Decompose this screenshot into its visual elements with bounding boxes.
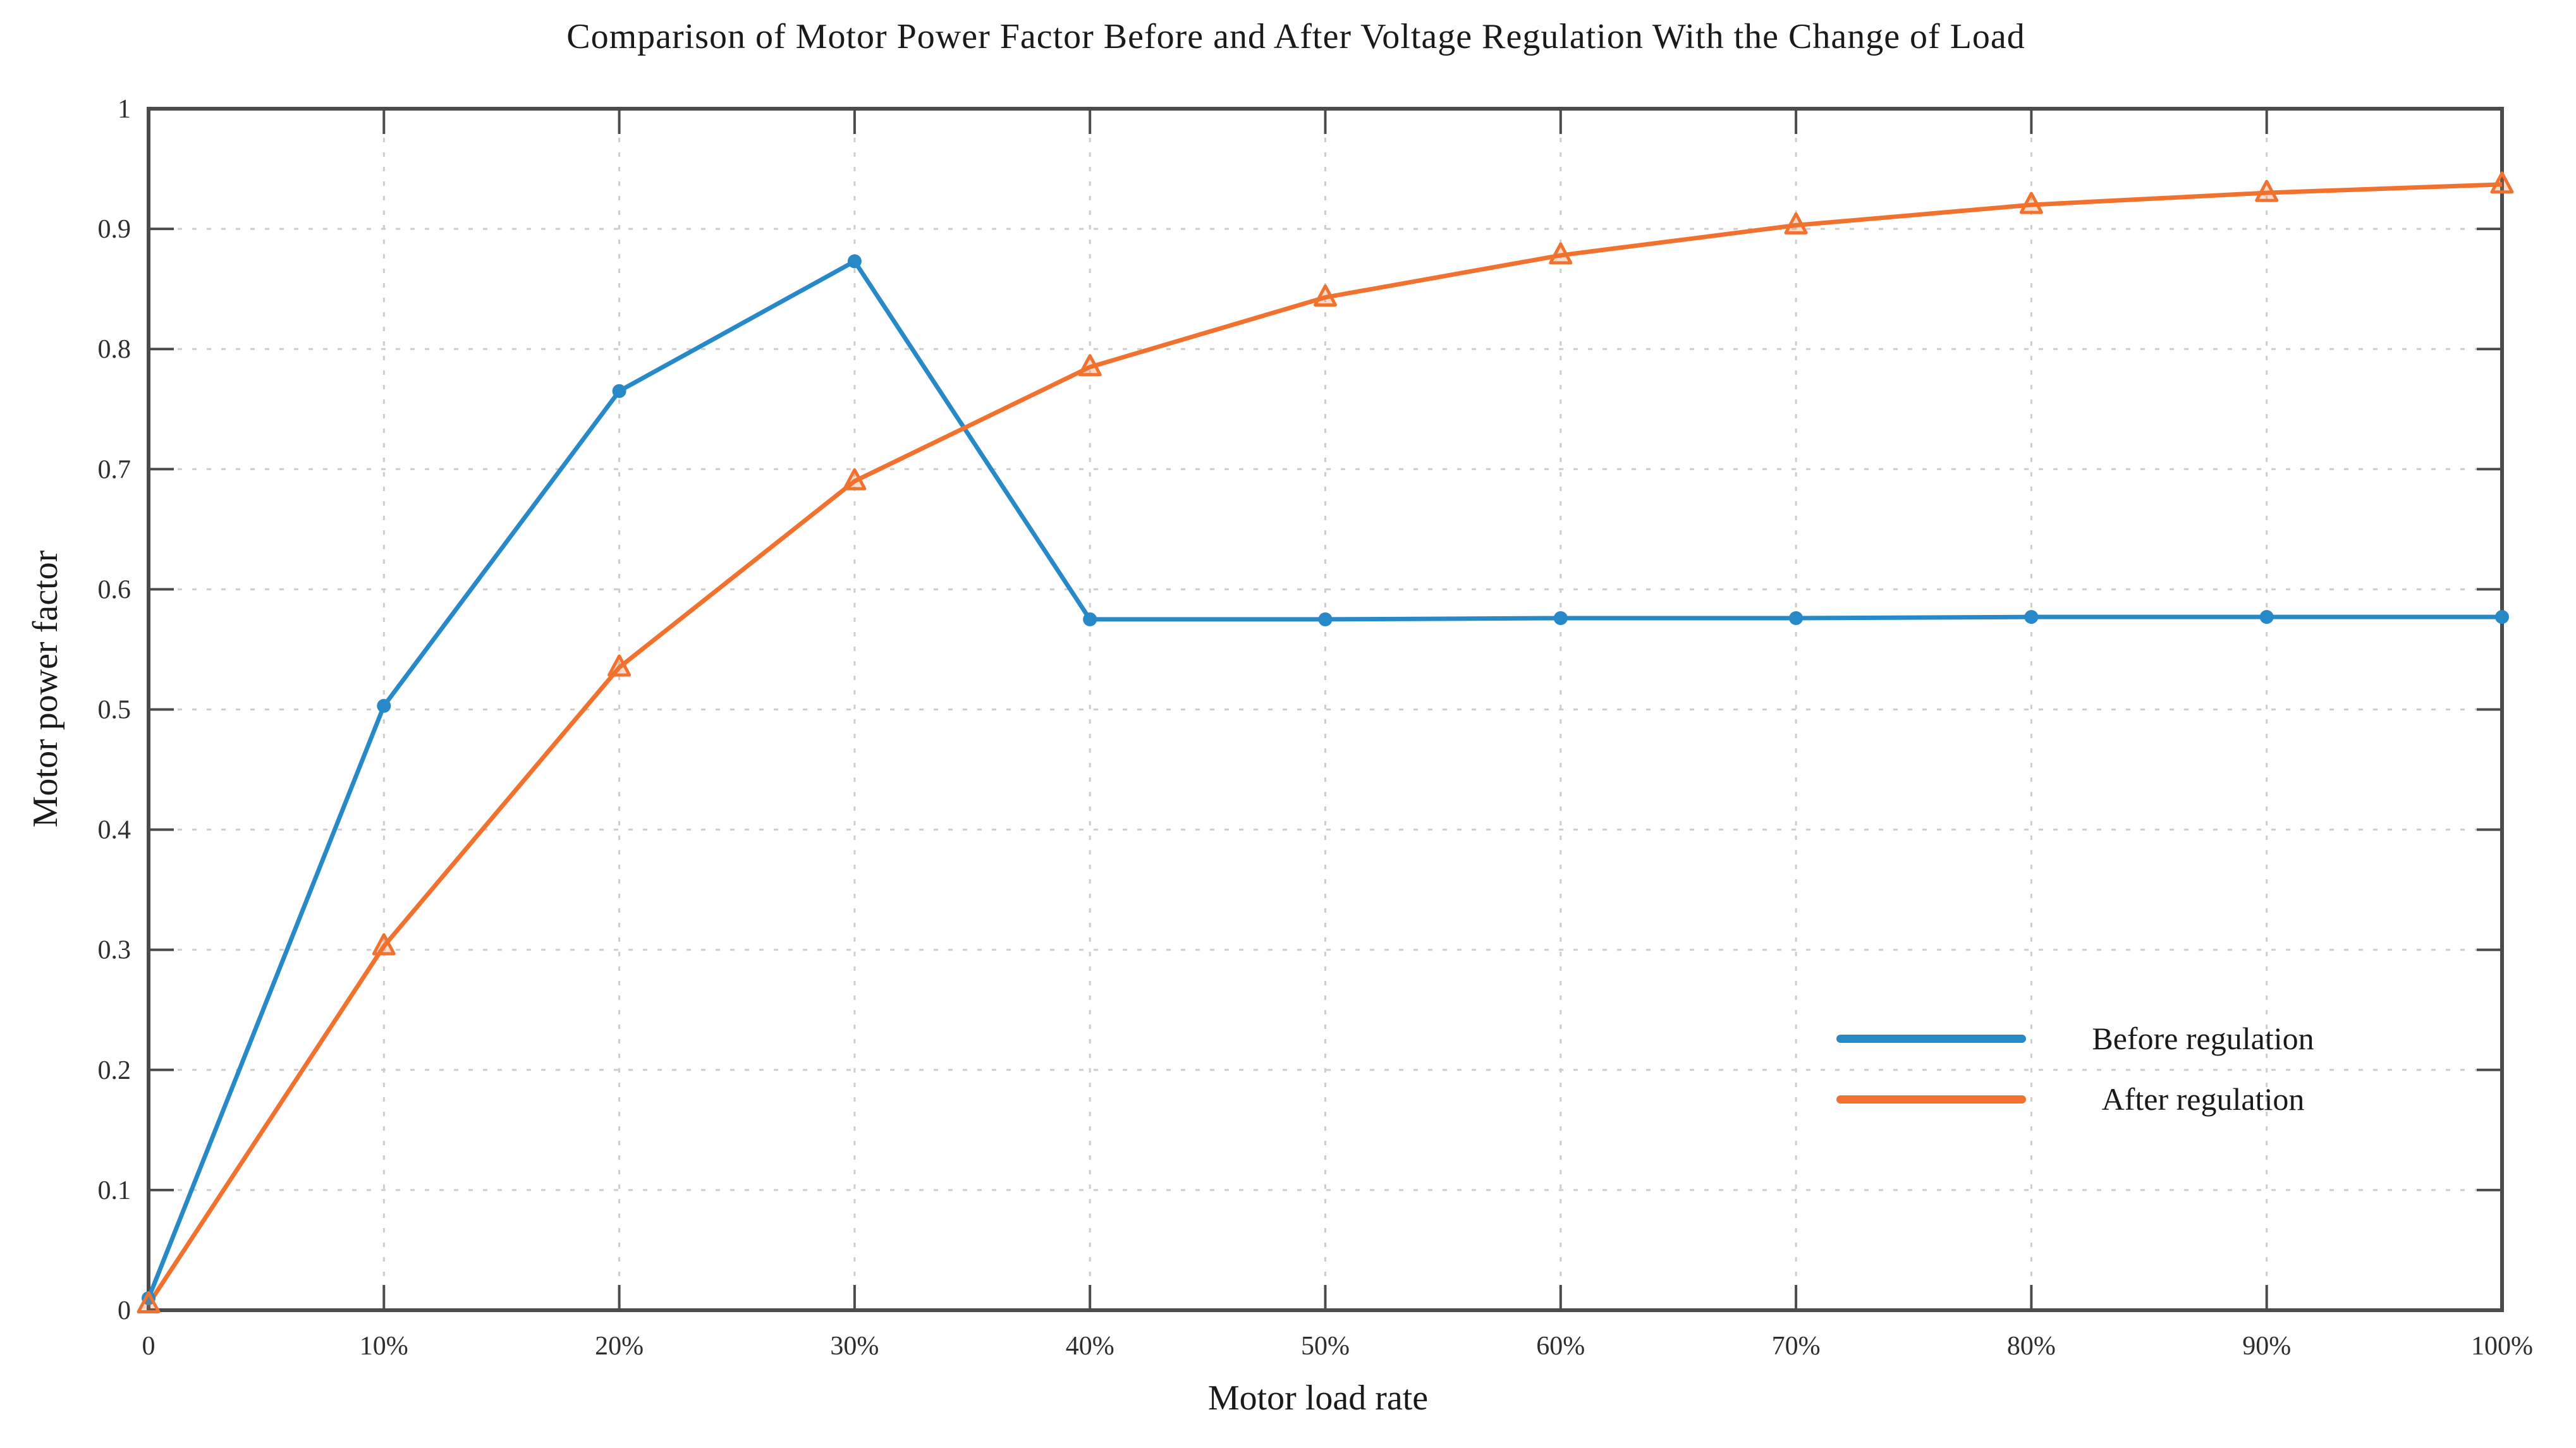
data-point-marker [843,468,867,490]
x-tick-label: 0 [142,1332,156,1361]
data-point-marker [612,384,626,398]
data-point-marker [137,1291,161,1313]
x-tick-label: 30% [830,1332,879,1361]
data-point-marker [1789,611,1804,626]
data-point-marker [1549,242,1573,265]
y-axis-label: Motor power factor [26,550,65,828]
data-point-marker [377,698,391,713]
data-point-marker [2495,610,2509,624]
legend: Before regulation After regulation [1836,1008,2380,1129]
y-tick-label: 0.4 [98,816,131,845]
legend-label-after-regulation: After regulation [2101,1081,2305,1117]
data-point-marker [2259,610,2274,624]
x-tick-label: 10% [360,1332,408,1361]
y-tick-label: 0.3 [98,936,131,965]
x-tick-label: 20% [595,1332,644,1361]
x-tick-label: 90% [2242,1332,2291,1361]
x-tick-label: 80% [2007,1332,2056,1361]
y-tick-label: 0.1 [98,1176,131,1205]
x-tick-label: 40% [1066,1332,1114,1361]
y-tick-label: 0.7 [98,455,131,484]
legend-line-after-regulation [1836,1095,2026,1104]
legend-line-before-regulation [1836,1034,2026,1043]
x-tick-label: 100% [2471,1332,2533,1361]
data-point-marker [1078,354,1102,377]
y-tick-label: 0.2 [98,1056,131,1085]
y-tick-label: 1 [118,95,131,124]
series-line-after-regulation [147,182,2503,1306]
y-tick-label: 0.6 [98,575,131,604]
legend-entry-before-regulation: Before regulation [1836,1008,2380,1069]
x-tick-label: 70% [1772,1332,1821,1361]
data-point-marker [2255,179,2279,202]
data-point-marker [1553,611,1568,626]
y-tick-label: 0 [118,1296,131,1325]
data-point-marker [1318,612,1333,626]
x-tick-label: 60% [1536,1332,1585,1361]
data-point-marker [372,933,396,956]
legend-entry-after-regulation: After regulation [1836,1069,2380,1129]
data-point-marker [2019,192,2043,214]
chart-title: Comparison of Motor Power Factor Before … [566,17,2025,56]
legend-label-before-regulation: Before regulation [2092,1021,2314,1056]
data-point-marker [2490,171,2514,194]
data-point-marker [1083,612,1097,626]
data-point-marker [1314,284,1337,307]
data-point-marker [607,654,632,677]
x-tick-label: 50% [1301,1332,1350,1361]
y-tick-label: 0.5 [98,696,131,725]
y-tick-label: 0.8 [98,335,131,364]
data-point-marker [847,254,862,269]
x-axis-label: Motor load rate [1207,1378,1429,1418]
data-point-marker [2024,610,2039,624]
y-tick-label: 0.9 [98,215,131,244]
data-point-marker [1784,212,1808,234]
